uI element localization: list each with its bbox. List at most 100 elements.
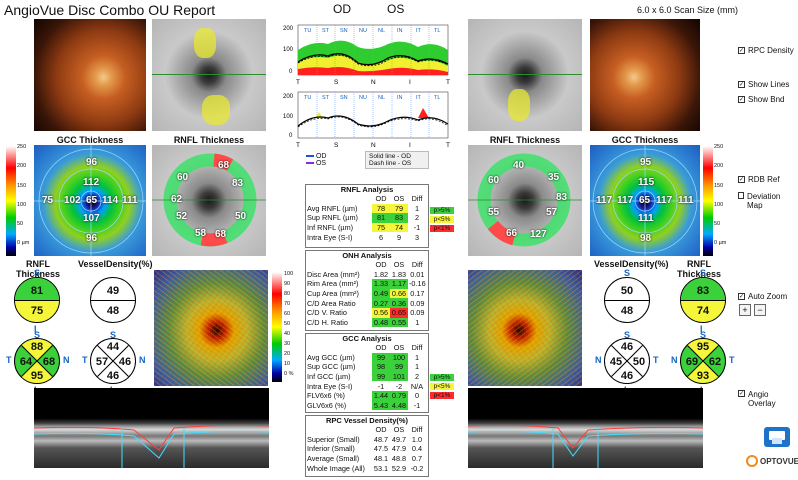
svg-text:ST: ST (322, 95, 330, 101)
os-rnfl-label: RNFL Thickness (489, 135, 561, 145)
svg-text:S: S (334, 142, 339, 149)
svg-text:SN: SN (340, 95, 348, 101)
tsnit-y2-100: 100 (283, 114, 294, 120)
table-row: Sup RNFL (µm) 81 83 2 (307, 213, 420, 223)
vd-colorbar (272, 272, 282, 382)
od-rnfl-sector-map: 68 60 83 62 52 50 58 68 (152, 145, 266, 256)
od-gcc-map: 96 112 75 102 65 114 111 107 96 (34, 145, 146, 256)
tsnit-sector-nl: NL (378, 28, 385, 34)
tsnit-axis-n: N (371, 79, 376, 86)
rnfl-analysis-table: OD OS Diff Avg RNFL (µm) 78 79 1 Sup RNFL (µm… (306, 194, 426, 242)
optovue-logo: OPTOVUE (746, 455, 798, 467)
tsnit-y1-200: 200 (283, 26, 294, 32)
table-row: Avg GCC (µm) 99 100 1 (307, 352, 420, 363)
print-icon[interactable] (764, 427, 790, 447)
od-oct-bscan (34, 388, 269, 468)
os-gcc-label: GCC Thickness (611, 135, 679, 145)
gcc-significance-legend: p>5% p<5% p<1% (430, 374, 454, 399)
tsnit-axis-s: S (334, 79, 339, 86)
tsnit-axis-t1: T (296, 79, 300, 86)
svg-text:N: N (371, 142, 376, 149)
legend-solid: Solid line - OD (369, 153, 411, 160)
onh-analysis-title: ONH Analysis (342, 251, 392, 260)
table-row: Superior (Small) 48.7 49.7 1.0 (307, 434, 423, 444)
table-row: GLV6x6 (%) 5.43 4.48 -1 (307, 400, 421, 411)
od-gcc-label: GCC Thickness (56, 135, 124, 145)
show-lines-checkbox[interactable]: ✓ Show Lines (738, 80, 790, 89)
table-row: Rim Area (mm²) 1.33 1.17 -0.16 (307, 279, 426, 289)
rpc-analysis-box: RPC Vessel Density(%) OD OS Diff Superior … (305, 415, 429, 477)
od-colorbar-scale: 250 200 150 100 50 0 µm (17, 144, 30, 247)
table-row: Intra Eye (S-I) -1 -2 N/A (307, 381, 424, 391)
os-gcc-map: 95 115 117 117 65 117 111 111 98 (590, 145, 700, 256)
os-vd-label: VesselDensity(%) (594, 259, 669, 269)
os-oct-bscan (468, 388, 703, 468)
os-colorbar-scale: 250 200 150 100 50 0 µm (714, 144, 727, 247)
os-vd-quad-circle: 46 45 50 46 (604, 338, 650, 384)
scan-size: 6.0 x 6.0 Scan Size (mm) (636, 5, 738, 15)
zoom-in-icon[interactable]: + (739, 304, 751, 316)
od-rnfl-quad-circle: 88 64 68 95 (14, 338, 60, 384)
od-label: OD (333, 2, 351, 16)
svg-text:IN: IN (397, 95, 403, 101)
rpc-analysis-title: RPC Vessel Density(%) (325, 416, 409, 425)
legend-od: OD (315, 153, 327, 160)
line-style-legend: Solid line - OD Dash line - OS (365, 151, 429, 169)
os-rnfl-thickness-label: RNFL Thickness (676, 259, 722, 279)
od-fundus-photo (34, 19, 146, 131)
tsnit-y1-0: 0 (289, 69, 293, 75)
onh-analysis-box: ONH Analysis OD OS Diff Disc Area (mm²) 1.8… (305, 250, 429, 331)
os-rnfl-quad-circle: 95 69 62 93 (680, 338, 726, 384)
svg-text:NU: NU (359, 95, 367, 101)
os-thickness-colorbar (703, 146, 713, 256)
table-row: Average (Small) 48.1 48.8 0.7 (307, 454, 423, 464)
tsnit-sector-tl: TL (434, 28, 440, 34)
auto-zoom-checkbox[interactable]: ✓ Auto Zoom (738, 292, 788, 301)
rdb-ref-checkbox[interactable]: ✓ RDB Ref (738, 175, 780, 184)
rpc-density-checkbox[interactable]: ✓ RPC Density (738, 46, 794, 55)
show-bnd-checkbox[interactable]: ✓ Show Bnd (738, 95, 785, 104)
svg-text:T: T (296, 142, 300, 149)
angio-overlay-checkbox[interactable]: ✓ Angio Overlay (738, 390, 776, 408)
svg-text:I: I (409, 142, 411, 149)
deviation-map-checkbox[interactable]: Deviation Map (738, 192, 788, 210)
tsnit-y1-100: 100 (283, 47, 294, 53)
table-row: C/D H. Ratio 0.48 0.55 1 (307, 317, 420, 328)
table-row: Disc Area (mm²) 1.82 1.83 0.01 (307, 269, 425, 279)
tsnit-sector-st: ST (322, 28, 330, 34)
table-row: Avg RNFL (µm) 78 79 1 (307, 203, 420, 214)
table-row: Inferior (Small) 47.5 47.9 0.4 (307, 444, 423, 454)
tsnit-legend: OD OS (306, 153, 346, 167)
rpc-analysis-table: OD OS Diff Superior (Small) 48.7 49.7 1.0 Inf… (306, 425, 426, 473)
od-vd-label: VesselDensity(%) (78, 259, 153, 269)
tsnit-y2-0: 0 (289, 133, 293, 139)
od-rnfl-label: RNFL Thickness (173, 135, 245, 145)
svg-text:NL: NL (378, 95, 385, 101)
svg-text:TL: TL (434, 95, 440, 101)
od-vd-hemi-circle: 49 48 (90, 277, 136, 323)
gcc-analysis-title: GCC Analysis (342, 334, 392, 343)
tsnit-sector-it: IT (416, 28, 422, 34)
legend-dash: Dash line - OS (369, 160, 412, 167)
table-row: Inf GCC (µm) 99 101 2 (307, 371, 420, 382)
os-rnfl-hemi-circle: 83 74 (680, 277, 726, 323)
table-row: C/D Area Ratio 0.27 0.36 0.09 (307, 298, 425, 308)
tsnit-axis-i: I (409, 79, 411, 86)
rnfl-analysis-title: RNFL Analysis (340, 185, 394, 194)
table-row: Cup Area (mm²) 0.49 0.66 0.17 (307, 288, 425, 299)
svg-text:TU: TU (304, 95, 311, 101)
table-row: Intra Eye (S-I) 6 9 3 (307, 232, 420, 242)
os-vd-hemi-circle: 50 48 (604, 277, 650, 323)
od-rnfl-thickness-label: RNFL Thickness (15, 259, 61, 279)
table-row: Inf RNFL (µm) 75 74 -1 (307, 222, 421, 233)
tsnit-sector-nu: NU (359, 28, 367, 34)
os-rnfl-deviation-map (468, 19, 582, 131)
onh-analysis-table: OD OS Diff Disc Area (mm²) 1.82 1.83 0.01 Rim… (307, 260, 426, 328)
zoom-out-icon[interactable]: − (754, 304, 766, 316)
os-label: OS (387, 2, 405, 16)
gcc-analysis-table: OD OS Diff Avg GCC (µm) 99 100 1 Sup GCC (µm)… (306, 343, 426, 411)
tsnit-sector-in: IN (397, 28, 403, 34)
os-angio-image (468, 270, 582, 386)
od-thickness-colorbar (6, 146, 16, 256)
